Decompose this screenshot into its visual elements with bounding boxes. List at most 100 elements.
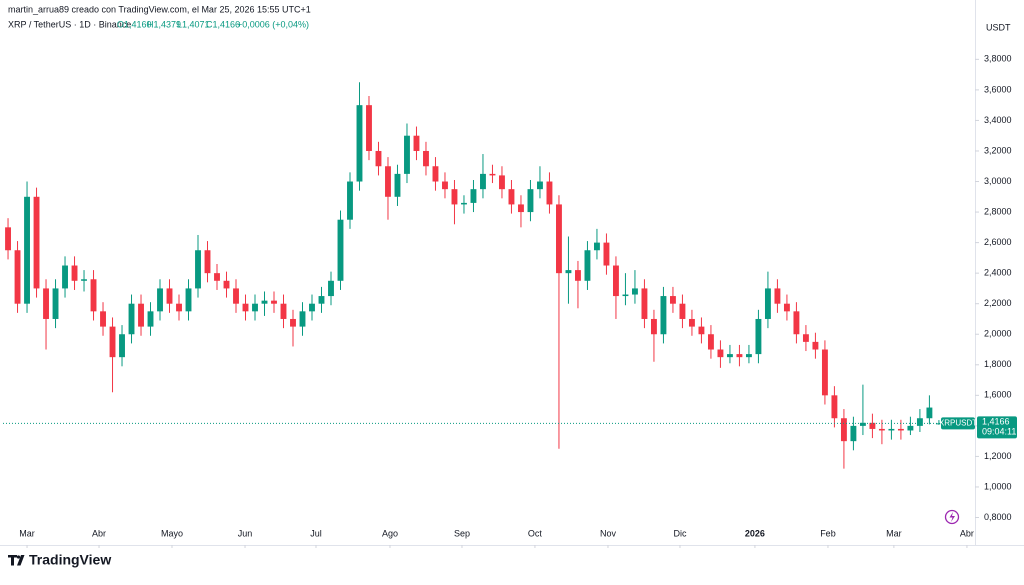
candle-body bbox=[223, 280, 230, 289]
candle-body bbox=[423, 150, 429, 167]
symbol: XRP / TetherUS · 1D · Binance bbox=[8, 19, 131, 29]
candle-body bbox=[52, 288, 59, 319]
candle-body bbox=[878, 428, 885, 431]
x-tick-label: Jul bbox=[310, 528, 322, 538]
candle-body bbox=[432, 166, 439, 182]
candle-body bbox=[651, 318, 657, 335]
candle-body bbox=[935, 423, 942, 425]
candle-body bbox=[831, 395, 838, 419]
candle-body bbox=[736, 354, 743, 358]
price-tag bbox=[977, 416, 1017, 439]
y-tick-label: 2,4000 bbox=[984, 268, 1012, 278]
candle-body bbox=[214, 273, 220, 281]
candle-body bbox=[394, 173, 401, 197]
y-tick-label: 1,6000 bbox=[984, 390, 1012, 400]
candle-body bbox=[489, 173, 496, 176]
candle-body bbox=[62, 265, 68, 289]
candle-body bbox=[584, 250, 591, 281]
symbol-tag bbox=[941, 417, 975, 430]
candle-body bbox=[518, 204, 524, 213]
candle-body bbox=[907, 425, 914, 431]
y-tick-label: 3,8000 bbox=[984, 54, 1012, 64]
price-tag-countdown: 09:04:11 bbox=[982, 427, 1016, 437]
x-tick-label: Mar bbox=[886, 528, 902, 538]
candle-body bbox=[764, 288, 771, 319]
y-tick-label: 1,8000 bbox=[984, 359, 1012, 369]
candle-body bbox=[916, 418, 923, 426]
candle-body bbox=[347, 181, 353, 220]
event-icon[interactable] bbox=[944, 509, 960, 525]
candle-body bbox=[33, 196, 40, 289]
logo: TradingView bbox=[8, 552, 111, 568]
candle-body bbox=[280, 303, 287, 319]
candle-body bbox=[641, 288, 648, 319]
y-tick-label: 3,0000 bbox=[984, 176, 1012, 186]
candle-body bbox=[499, 175, 505, 190]
event-icon-bolt bbox=[949, 512, 955, 522]
candle-body bbox=[508, 189, 515, 205]
candle-body bbox=[185, 288, 192, 312]
candle-body bbox=[5, 227, 11, 251]
currency: USDT bbox=[986, 22, 1011, 32]
candle-body bbox=[404, 135, 410, 174]
candle-body bbox=[632, 288, 638, 295]
x-tick-label: Nov bbox=[600, 528, 617, 538]
candle-body bbox=[451, 189, 458, 205]
candle-body bbox=[840, 418, 847, 442]
candle-body bbox=[537, 181, 543, 190]
candle-body bbox=[527, 189, 534, 213]
candle-body bbox=[166, 288, 173, 304]
candle-body bbox=[128, 303, 135, 335]
x-tick-label: Mar bbox=[19, 528, 35, 538]
candle-body bbox=[480, 173, 486, 190]
candle-body bbox=[252, 303, 258, 312]
y-tick-label: 1,2000 bbox=[984, 451, 1012, 461]
candle-body bbox=[356, 105, 363, 182]
candle-body bbox=[261, 300, 268, 304]
y-tick-label: 0,8000 bbox=[984, 512, 1012, 522]
symbol-tag-label: XRPUSDT bbox=[939, 418, 977, 427]
y-tick-label: 2,8000 bbox=[984, 206, 1012, 216]
x-tick-label: 2026 bbox=[745, 528, 765, 538]
candle-body bbox=[660, 296, 667, 335]
y-tick-label: 1,0000 bbox=[984, 481, 1012, 491]
candle-body bbox=[688, 318, 695, 327]
candle-body bbox=[897, 428, 904, 431]
candle-body bbox=[176, 303, 182, 312]
candle-body bbox=[385, 166, 391, 197]
x-tick-label: Jun bbox=[238, 528, 253, 538]
candle-body bbox=[575, 270, 581, 281]
candle-body bbox=[869, 422, 876, 429]
candle-body bbox=[859, 422, 866, 426]
y-tick-label: 2,6000 bbox=[984, 237, 1012, 247]
candle-body bbox=[556, 204, 562, 274]
candle-body bbox=[442, 181, 448, 190]
x-tick-label: Ago bbox=[382, 528, 398, 538]
y-tick-label: 3,6000 bbox=[984, 84, 1012, 94]
price-tag-label: 1,4166 bbox=[982, 417, 1010, 427]
candle-body bbox=[679, 303, 686, 319]
x-tick-label: Abr bbox=[92, 528, 106, 538]
candle-body bbox=[774, 288, 781, 304]
candle-body bbox=[233, 288, 239, 304]
x-tick-label: Dic bbox=[673, 528, 686, 538]
candle-body bbox=[157, 288, 163, 312]
ohlc-low: L1,4071 bbox=[177, 19, 210, 29]
credit: martin_arrua89 creado con TradingView.co… bbox=[8, 4, 311, 14]
candle-body bbox=[470, 189, 477, 203]
candle-body bbox=[328, 280, 334, 297]
candle-body bbox=[147, 311, 154, 327]
candle-body bbox=[613, 265, 619, 297]
candle-body bbox=[81, 279, 87, 281]
x-tick-label: Feb bbox=[820, 528, 836, 538]
candle-body bbox=[337, 219, 344, 281]
ohlc-close: C1,4166 bbox=[206, 19, 240, 29]
candle-body bbox=[755, 318, 762, 355]
candle-body bbox=[43, 288, 49, 319]
candle-body bbox=[726, 354, 733, 358]
candle-body bbox=[375, 150, 382, 167]
x-tick-label: Sep bbox=[454, 528, 470, 538]
candle-body bbox=[888, 428, 895, 431]
candle-body bbox=[14, 250, 21, 304]
